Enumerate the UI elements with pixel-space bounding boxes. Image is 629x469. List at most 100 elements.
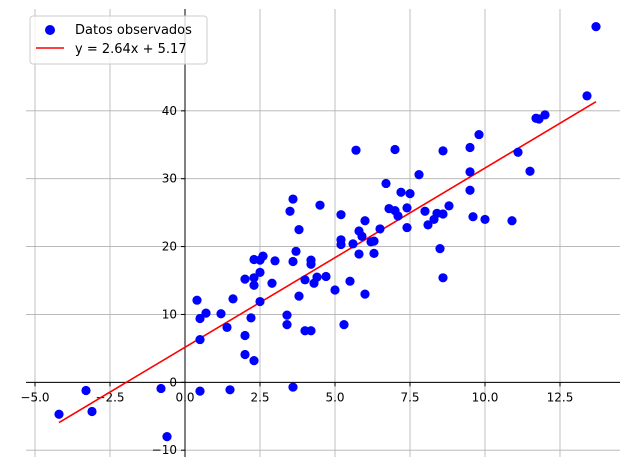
data-point — [162, 432, 172, 442]
data-point — [288, 382, 298, 392]
x-tick-label: 0.0 — [175, 390, 194, 404]
data-point — [414, 170, 424, 180]
data-point — [465, 185, 475, 195]
data-point — [201, 308, 211, 318]
x-tick-label: 5.0 — [325, 390, 344, 404]
x-tick-label: −2.5 — [95, 390, 124, 404]
data-point — [351, 145, 361, 155]
data-point — [393, 211, 403, 221]
data-point — [402, 222, 412, 233]
y-tick-label: 30 — [162, 172, 177, 186]
grid — [26, 9, 620, 457]
legend-label-line: y = 2.64x + 5.17 — [75, 42, 187, 57]
scatter-points — [54, 22, 601, 442]
data-point — [381, 178, 391, 189]
data-point — [507, 216, 517, 226]
x-tick-label: −5.0 — [20, 390, 49, 404]
data-point — [306, 326, 316, 336]
data-point — [156, 383, 166, 394]
data-point — [315, 200, 325, 210]
data-point — [360, 216, 370, 226]
data-point — [87, 406, 97, 417]
data-point — [468, 212, 478, 222]
data-point — [438, 209, 448, 219]
data-point — [240, 274, 250, 284]
data-point — [480, 214, 490, 225]
data-point — [423, 220, 433, 230]
data-point — [240, 330, 250, 341]
data-point — [195, 386, 205, 396]
data-point — [291, 246, 301, 256]
x-tick-label: 10.0 — [472, 390, 499, 404]
data-point — [255, 296, 265, 307]
data-point — [465, 142, 475, 153]
data-point — [330, 285, 340, 295]
data-point — [300, 275, 310, 285]
data-point — [369, 236, 379, 246]
data-point — [540, 110, 550, 120]
y-tick-label: −10 — [152, 443, 177, 457]
tick-labels: −5.0 −2.5 0.0 2.5 5.0 7.5 10.0 12.5 −10 0 10 20 30 40 — [20, 104, 573, 457]
data-point — [525, 166, 535, 176]
data-point — [396, 187, 406, 197]
data-point — [336, 235, 346, 245]
data-point — [282, 320, 292, 330]
data-point — [438, 273, 448, 283]
data-point — [591, 22, 601, 32]
data-point — [222, 322, 232, 332]
data-point — [369, 248, 379, 258]
data-point — [195, 334, 205, 345]
data-point — [192, 295, 202, 305]
data-point — [420, 206, 430, 216]
data-point — [357, 231, 367, 241]
legend-marker-scatter — [45, 25, 55, 35]
x-tick-label: 12.5 — [547, 390, 574, 404]
regression-line — [58, 101, 597, 424]
data-point — [375, 224, 385, 234]
data-point — [402, 203, 412, 213]
data-point — [270, 256, 280, 266]
data-point — [282, 310, 292, 320]
data-point — [354, 249, 364, 259]
regression-line-group — [58, 101, 597, 424]
data-point — [81, 385, 91, 396]
data-point — [249, 356, 259, 366]
y-tick-label: 20 — [162, 240, 177, 254]
y-tick-label: 0 — [169, 375, 177, 389]
data-point — [294, 225, 304, 235]
data-point — [513, 147, 523, 157]
data-point — [255, 267, 265, 277]
data-point — [249, 280, 259, 290]
data-point — [249, 273, 259, 283]
data-point — [321, 271, 331, 282]
data-point — [339, 320, 349, 330]
data-point — [258, 251, 268, 261]
data-point — [246, 313, 256, 323]
data-point — [345, 276, 355, 286]
data-point — [336, 210, 346, 220]
data-point — [288, 256, 298, 267]
data-point — [348, 239, 358, 249]
y-tick-label: 10 — [162, 307, 177, 321]
data-point — [465, 167, 475, 177]
data-point — [225, 385, 235, 395]
y-tick-label: 40 — [162, 104, 177, 118]
data-point — [267, 278, 277, 288]
data-point — [582, 91, 592, 101]
legend: Datos observados y = 2.64x + 5.17 — [29, 15, 208, 65]
data-point — [240, 349, 250, 360]
data-point — [438, 146, 448, 156]
x-tick-label: 7.5 — [400, 390, 419, 404]
data-point — [294, 291, 304, 301]
data-point — [360, 289, 370, 299]
data-point — [435, 244, 445, 254]
data-point — [474, 129, 484, 140]
data-point — [195, 313, 205, 324]
data-point — [228, 294, 238, 304]
data-point — [405, 189, 415, 199]
data-point — [444, 201, 454, 211]
data-point — [54, 409, 64, 419]
data-point — [306, 259, 316, 269]
data-point — [216, 309, 226, 319]
